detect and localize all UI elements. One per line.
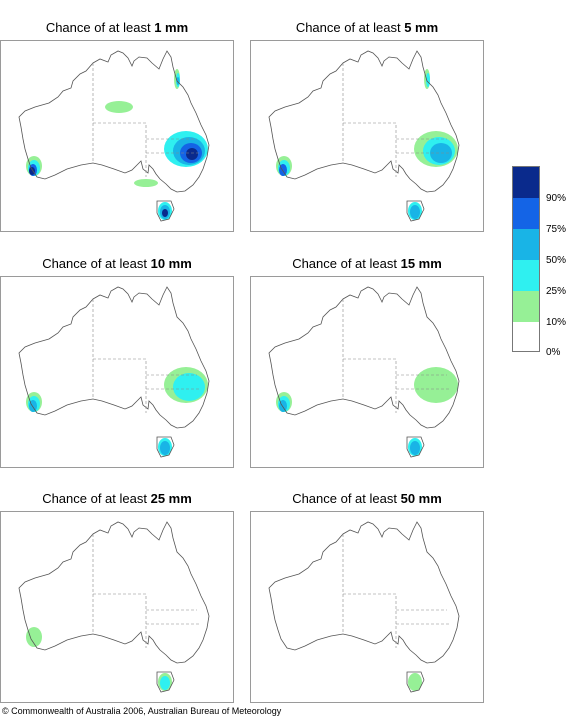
rain-probability-map [0,276,234,468]
legend-swatch [513,291,539,322]
title-prefix: Chance of at least [42,256,151,271]
rain-probability-map [250,40,484,232]
title-amount: 1 mm [154,20,189,35]
australia-map [18,521,210,693]
australia-map [268,521,460,693]
title-amount: 10 mm [150,256,192,271]
australia-map [268,286,460,458]
mainland-coastline [268,286,460,429]
australia-map [18,50,210,222]
legend-label: 25% [546,286,567,297]
legend-label: 90% [546,193,567,204]
tasmania-coastline [406,436,425,458]
probability-legend [512,166,540,352]
panel-title: Chance of at least 5 mm [250,20,484,35]
rain-area-sw-wa [29,167,35,175]
rain-probability-map [250,511,484,703]
rain-area-tasmania [160,676,170,690]
rain-area-tasmania [162,209,168,217]
rain-area-tasmania [408,673,422,691]
australia-map [268,50,460,222]
title-amount: 25 mm [150,491,192,506]
legend-swatch [513,260,539,291]
state-borders [342,63,451,177]
rain-probability-map [0,40,234,232]
legend-label: 10% [546,317,567,328]
panel-title: Chance of at least 15 mm [250,256,484,271]
title-prefix: Chance of at least [292,491,401,506]
title-prefix: Chance of at least [42,491,151,506]
rain-area-sa-coast [134,179,158,187]
title-amount: 5 mm [404,20,439,35]
tasmania-coastline [406,671,425,693]
panel-title: Chance of at least 50 mm [250,491,484,506]
state-borders [92,534,201,648]
title-prefix: Chance of at least [295,20,405,35]
panel-title: Chance of at least 1 mm [0,20,234,35]
rain-area-tasmania [410,205,420,219]
legend-swatch [513,198,539,229]
legend-swatch [513,322,539,351]
title-prefix: Chance of at least [45,20,155,35]
australia-map [18,286,210,458]
title-prefix: Chance of at least [292,256,401,271]
tasmania-coastline [156,671,175,693]
state-borders [342,299,451,413]
legend-label: 0% [546,347,561,358]
title-amount: 15 mm [400,256,442,271]
rain-area-se-qld-nsw [173,373,205,401]
legend-swatch [513,229,539,260]
legend-swatch [513,167,539,198]
mainland-coastline [268,521,460,664]
panel-title: Chance of at least 25 mm [0,491,234,506]
rain-probability-map [250,276,484,468]
mainland-coastline [18,286,210,429]
state-borders [92,299,201,413]
rain-area-central-nt [105,101,133,113]
mainland-coastline [18,521,210,664]
legend-label: 50% [546,255,567,266]
rain-area-tasmania [410,441,420,455]
tasmania-coastline [156,200,175,222]
panel-title: Chance of at least 10 mm [0,256,234,271]
state-borders [342,534,451,648]
state-borders [92,63,201,177]
rain-probability-map [0,511,234,703]
rain-area-tasmania [160,441,170,455]
tasmania-coastline [156,436,175,458]
mainland-coastline [268,50,460,193]
rain-area-sw-wa [26,627,42,647]
legend-label: 75% [546,224,567,235]
rain-area-se-qld-nsw [186,148,198,160]
mainland-coastline [18,50,210,193]
copyright-footer: © Commonwealth of Australia 2006, Austra… [2,706,282,716]
tasmania-coastline [406,200,425,222]
rain-area-se-qld-nsw [414,367,458,403]
title-amount: 50 mm [400,491,442,506]
